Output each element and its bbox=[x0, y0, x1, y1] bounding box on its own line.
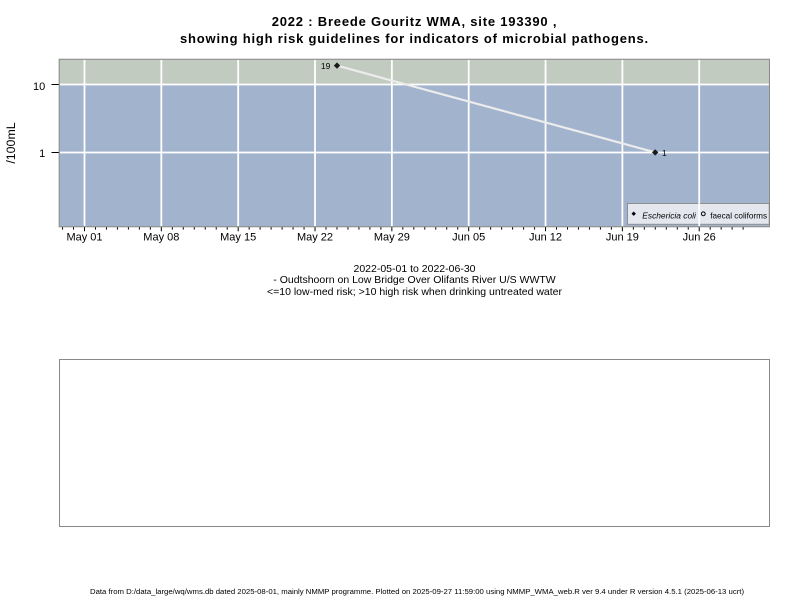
svg-text:1: 1 bbox=[39, 148, 45, 160]
svg-text:Jun 26: Jun 26 bbox=[683, 232, 716, 244]
svg-text:faecal coliforms: faecal coliforms bbox=[710, 211, 767, 220]
svg-text:Jun 19: Jun 19 bbox=[606, 232, 639, 244]
svg-text:19: 19 bbox=[321, 61, 331, 71]
svg-text:10: 10 bbox=[33, 81, 45, 93]
svg-text:Eschericia coli: Eschericia coli bbox=[642, 210, 697, 220]
svg-text:1: 1 bbox=[662, 148, 667, 158]
svg-text:Jun 05: Jun 05 bbox=[452, 232, 485, 244]
svg-text:May 29: May 29 bbox=[374, 232, 410, 244]
svg-text:May 22: May 22 bbox=[297, 232, 333, 244]
svg-text:May 15: May 15 bbox=[220, 232, 256, 244]
svg-text:Jun 12: Jun 12 bbox=[529, 232, 562, 244]
svg-text:/100mL: /100mL bbox=[4, 122, 18, 163]
svg-text:May 01: May 01 bbox=[66, 232, 102, 244]
svg-text:May 08: May 08 bbox=[143, 232, 179, 244]
